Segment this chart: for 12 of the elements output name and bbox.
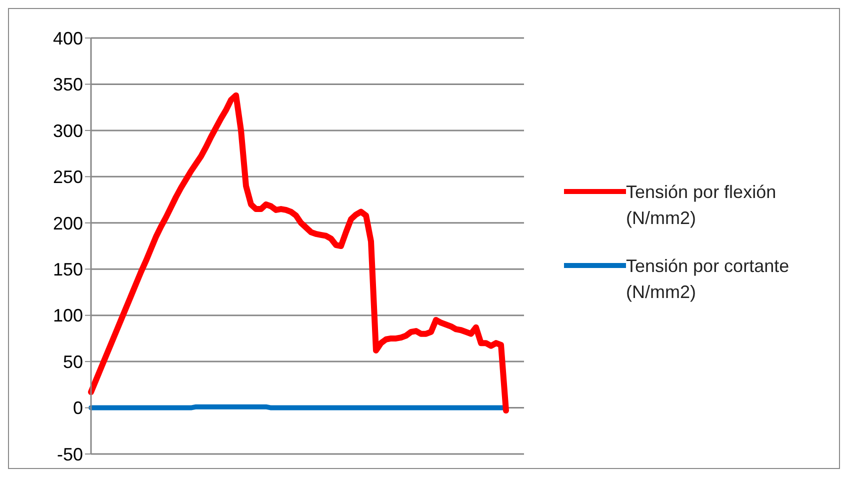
y-tick-label: -50 (56, 444, 83, 464)
y-tick-label: 0 (72, 398, 83, 418)
legend-label: Tensión por flexión (N/mm2) (626, 181, 778, 230)
y-tick-label: 150 (52, 260, 83, 280)
y-tick-label: 400 (52, 28, 83, 48)
legend-label: Tensión por cortante (N/mm2) (626, 255, 790, 304)
y-tick-label: 100 (52, 306, 83, 326)
y-tick-label: 250 (52, 167, 83, 188)
y-tick-label: 300 (52, 120, 83, 141)
y-tick-label: 50 (62, 352, 83, 372)
y-tick-label: 200 (52, 213, 83, 234)
y-tick-label: 350 (52, 74, 83, 95)
